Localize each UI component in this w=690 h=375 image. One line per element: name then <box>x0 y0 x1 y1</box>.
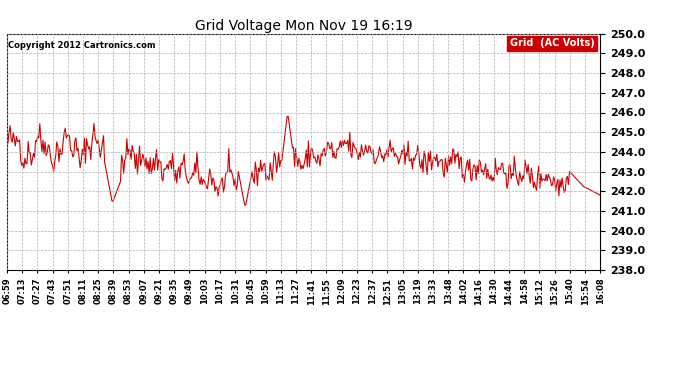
Title: Grid Voltage Mon Nov 19 16:19: Grid Voltage Mon Nov 19 16:19 <box>195 19 413 33</box>
Text: Grid  (AC Volts): Grid (AC Volts) <box>510 39 594 48</box>
Text: Copyright 2012 Cartronics.com: Copyright 2012 Cartronics.com <box>8 41 155 50</box>
